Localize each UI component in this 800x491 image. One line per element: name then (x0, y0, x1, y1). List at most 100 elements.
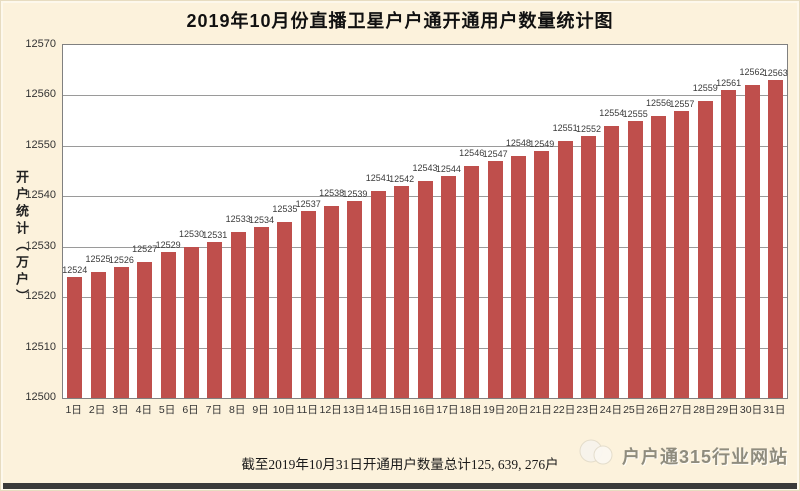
bar-day-25 (627, 120, 643, 398)
x-tick-label: 19日 (482, 404, 506, 416)
x-tick-label: 6日 (182, 404, 199, 416)
y-axis-title: 开户统计（万户） (14, 170, 29, 306)
bar-value-label: 12556 (645, 97, 672, 108)
x-tick-label: 7日 (205, 404, 222, 416)
bar-value-label: 12554 (599, 107, 625, 118)
bar-value-label: 12543 (412, 163, 438, 174)
bar-value-label: 12548 (505, 137, 531, 148)
site-name: 户户通315行业网站 (621, 446, 788, 467)
bar-day-22 (557, 140, 573, 398)
site-badge: 户户通315行业网站 (576, 437, 788, 474)
bar-value-label: 12541 (365, 173, 391, 184)
bar-value-label: 12552 (575, 123, 602, 134)
x-tick-label: 10日 (272, 404, 295, 416)
y-tick-label: 12500 (25, 391, 56, 403)
x-tick-label: 31日 (763, 404, 786, 416)
bar-day-1 (67, 277, 83, 398)
x-tick-label: 21日 (529, 404, 552, 416)
x-tick-label: 1日 (65, 404, 82, 416)
x-tick-label: 25日 (623, 404, 646, 416)
x-tick-label: 29日 (716, 404, 739, 416)
footer-summary: 截至2019年10月31日开通用户数量总计125, 639, 276户 (241, 457, 559, 472)
bar-value-label: 12549 (529, 138, 555, 149)
bar-value-label: 12542 (389, 174, 415, 185)
bottom-divider-bar (3, 483, 797, 489)
x-tick-label: 26日 (646, 404, 669, 416)
x-tick-label: 27日 (669, 404, 692, 416)
x-tick-label: 15日 (389, 404, 412, 416)
bar-day-15 (394, 186, 410, 398)
x-tick-label: 28日 (693, 404, 716, 416)
x-tick-label: 4日 (135, 404, 152, 416)
x-axis-ticks: 1日 2日 3日 4日 5日 6日 7日 8日 9日 10日 11日 12日 13日 14日 15日 16日 1… (62, 402, 788, 418)
x-tick-label: 9日 (252, 404, 269, 416)
chart-title: 2019年10月份直播卫星户户通开通用户数量统计图 (186, 11, 614, 31)
y-tick-label: 12550 (25, 139, 56, 151)
bar-value-label: 12525 (85, 253, 111, 264)
bar-value-label: 12524 (62, 265, 88, 275)
bar-value-label: 12544 (435, 164, 461, 175)
x-tick-label: 3日 (112, 404, 129, 416)
bar-day-30 (744, 85, 760, 398)
gridline (63, 146, 787, 147)
bar-day-14 (370, 191, 386, 398)
bar-day-20 (510, 155, 526, 398)
bar-day-10 (277, 221, 293, 398)
bar-value-label: 12535 (272, 203, 298, 214)
bar-day-29 (721, 90, 737, 398)
bar-value-label: 12557 (669, 98, 695, 109)
x-tick-label: 17日 (436, 404, 459, 416)
bar-day-4 (137, 261, 153, 398)
bar-value-label: 12539 (342, 189, 368, 200)
bar-value-label: 12526 (108, 254, 134, 265)
bar-day-21 (534, 150, 550, 398)
x-tick-label: 23日 (576, 404, 599, 416)
y-tick-label: 12540 (25, 189, 56, 201)
bar-day-24 (604, 125, 620, 398)
bar-day-28 (697, 100, 713, 398)
bar-day-9 (254, 226, 269, 398)
bar-day-3 (113, 266, 129, 398)
x-tick-label: 13日 (342, 404, 366, 416)
bar-day-26 (651, 115, 666, 398)
bar-value-label: 12529 (155, 239, 181, 250)
bar-value-label: 12562 (739, 67, 765, 78)
bar-value-label: 12551 (552, 122, 578, 133)
bar-day-11 (300, 211, 316, 398)
x-tick-label: 5日 (158, 404, 176, 416)
x-tick-label: 8日 (229, 404, 246, 416)
bar-day-7 (207, 241, 223, 398)
y-tick-label: 12520 (25, 290, 56, 302)
y-tick-label: 12510 (25, 341, 56, 353)
y-tick-label: 12560 (25, 88, 56, 100)
x-tick-label: 14日 (366, 404, 389, 416)
bar-value-label: 12527 (132, 243, 158, 254)
bar-day-8 (230, 231, 246, 398)
y-tick-label: 12570 (25, 38, 56, 50)
bar-day-12 (324, 206, 340, 398)
bar-value-label: 12531 (202, 229, 228, 240)
x-tick-label: 16日 (412, 404, 436, 416)
bar-day-6 (184, 246, 199, 398)
bar-day-19 (487, 161, 503, 398)
bar-day-16 (417, 181, 433, 398)
bar-value-label: 12533 (225, 213, 251, 224)
bar-value-label: 12538 (319, 188, 345, 199)
x-tick-label: 24日 (599, 404, 622, 416)
x-tick-label: 12日 (319, 404, 342, 416)
bar-value-label: 12530 (178, 228, 205, 239)
x-tick-label: 22日 (553, 404, 576, 416)
y-axis-ticks: 12500 12510 12520 12530 12540 12550 12560 12570 (0, 38, 56, 412)
bar-value-label: 12537 (295, 199, 321, 210)
x-tick-label: 20日 (506, 404, 529, 416)
bar-day-31 (767, 80, 783, 398)
bar-day-13 (347, 201, 363, 398)
x-tick-label: 30日 (739, 404, 763, 416)
bar-day-5 (160, 251, 176, 398)
bar-value-label: 12563 (762, 68, 788, 79)
bar-value-label: 12547 (482, 149, 508, 159)
x-tick-label: 18日 (459, 404, 482, 416)
bar-day-23 (581, 135, 596, 398)
plot-area: 12524 12525 12526 12527 12529 12530 12531 12533… (62, 44, 788, 399)
